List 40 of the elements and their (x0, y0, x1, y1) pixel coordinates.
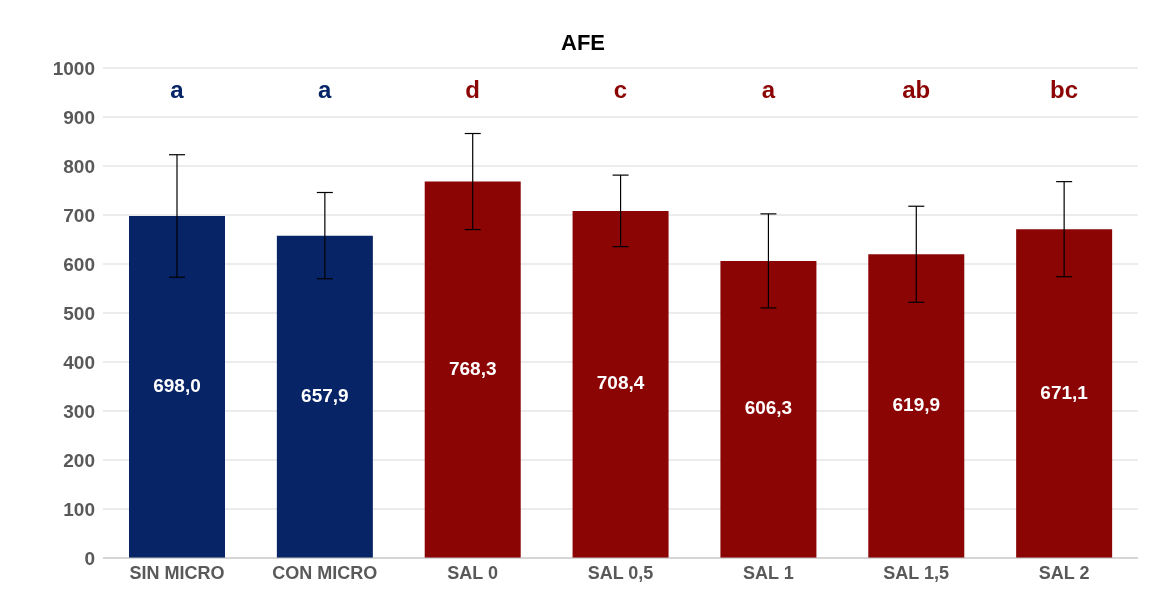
data-label: 708,4 (596, 372, 645, 394)
annotation: a (318, 76, 333, 104)
x-tick-label: SAL 1,5 (883, 562, 950, 583)
y-tick-label: 400 (63, 351, 95, 373)
y-tick-label: 500 (63, 302, 95, 324)
data-label: 698,0 (153, 375, 201, 397)
data-label: 768,3 (448, 357, 497, 379)
annotation: d (465, 76, 480, 104)
bar (868, 254, 965, 558)
annotation: ab (902, 76, 931, 104)
x-tick-label: SAL 1 (743, 562, 794, 583)
bar (572, 210, 669, 558)
x-tick-label: SAL 0,5 (587, 562, 654, 583)
x-tick-label: SAL 2 (1038, 562, 1090, 583)
y-tick-label: 1000 (52, 57, 95, 79)
y-tick-label: 600 (63, 253, 95, 275)
bar (276, 235, 373, 558)
data-label: 606,3 (744, 397, 793, 419)
bar (424, 181, 521, 558)
x-tick-label: SIN MICRO (129, 562, 225, 583)
data-label: 671,1 (1040, 381, 1089, 403)
y-tick-label: 200 (63, 449, 95, 471)
data-label: 657,9 (301, 384, 349, 406)
annotation: a (761, 76, 776, 104)
y-tick-label: 800 (63, 155, 95, 177)
annotation: a (170, 76, 185, 104)
y-tick-label: 300 (63, 400, 95, 422)
y-tick-label: 0 (84, 547, 95, 569)
y-tick-label: 100 (63, 498, 95, 520)
bar (129, 215, 225, 558)
y-tick-label: 900 (63, 106, 95, 128)
y-tick-label: 700 (63, 204, 95, 226)
bar (1016, 229, 1113, 558)
chart-title: AFE (560, 30, 606, 56)
x-tick-label: CON MICRO (272, 562, 378, 583)
bar (720, 260, 817, 558)
x-tick-label: SAL 0 (447, 562, 498, 583)
annotation: c (613, 76, 628, 104)
data-label: 619,9 (892, 394, 941, 416)
annotation: bc (1050, 76, 1079, 104)
